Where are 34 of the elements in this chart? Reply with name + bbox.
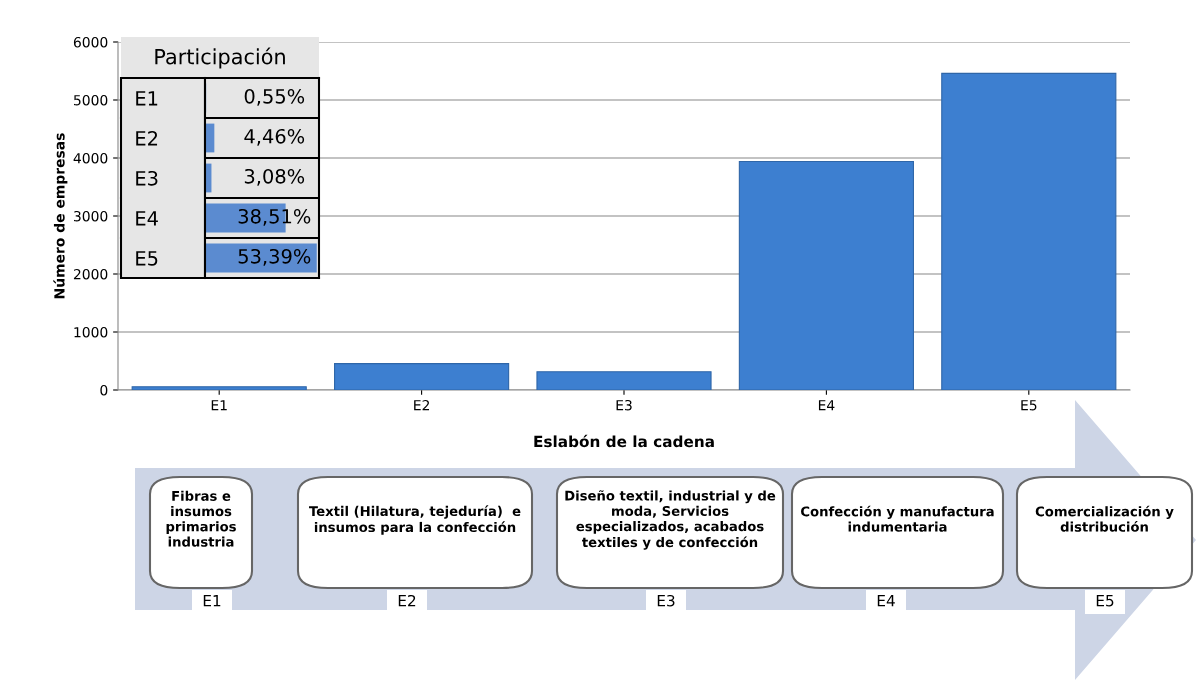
x-tick-label: E1 xyxy=(211,400,227,411)
y-tick-label: 3000 xyxy=(73,210,108,222)
y-tick-label: 5000 xyxy=(74,94,108,106)
text: Fibras e insumos primarios industria xyxy=(166,490,236,547)
text: E5 xyxy=(1096,595,1114,607)
y-axis-title: Número de empresas xyxy=(53,133,68,299)
y-tick-label: 4000 xyxy=(73,152,108,164)
text: Confección y manufactura indumentaria xyxy=(801,505,994,532)
x-tick-label: E2 xyxy=(414,399,430,411)
y-tick-label: E1 xyxy=(136,91,158,106)
data-label: 4,46% xyxy=(244,128,305,146)
x-tick-label: E4 xyxy=(818,400,835,411)
text: Comercialización y distribución xyxy=(1035,505,1174,532)
y-tick-label: 2000 xyxy=(73,268,108,280)
y-tick-label: E4 xyxy=(136,211,158,226)
x-axis-title: Eslabón de la cadena xyxy=(534,434,714,448)
y-tick-label: E2 xyxy=(136,130,158,146)
chart-title: Participación xyxy=(155,47,285,69)
x-tick-label: E5 xyxy=(1021,400,1037,411)
data-label: 3,08% xyxy=(244,168,305,186)
data-label: 0,55% xyxy=(244,88,305,106)
text: E2 xyxy=(398,594,416,607)
y-tick-label: 6000 xyxy=(73,36,108,48)
y-tick-label: E5 xyxy=(136,251,158,266)
text: Textil (Hilatura, tejeduría) e insumos para la confección xyxy=(309,505,521,535)
y-tick-label: 0 xyxy=(100,384,108,396)
text: E3 xyxy=(657,594,675,607)
x-tick-label: E3 xyxy=(616,399,632,411)
text: E1 xyxy=(203,595,221,607)
y-tick-label: 1000 xyxy=(74,326,108,338)
text: Diseño textil, industrial y de moda, Servicios especializados, acabados textiles y de confección xyxy=(565,490,776,550)
text: E4 xyxy=(877,595,895,607)
data-label: 53,39% xyxy=(238,248,311,266)
y-tick-label: E3 xyxy=(136,170,158,186)
